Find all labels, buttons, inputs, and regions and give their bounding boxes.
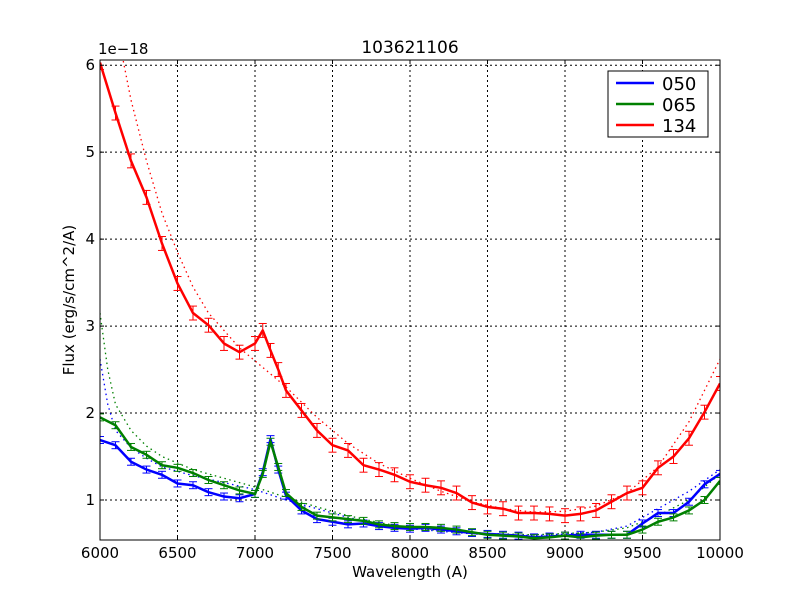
series-line-065 [100,416,720,540]
y-tick-label: 5 [85,143,95,161]
legend-label-065: 065 [662,95,696,116]
x-axis-label: Wavelength (A) [352,563,468,581]
y-tick-label: 2 [85,404,95,422]
x-tick-label: 7500 [313,544,351,562]
legend-label-134: 134 [662,116,696,137]
x-tick-label: 8500 [468,544,506,562]
x-tick-label: 8000 [391,544,429,562]
chart-title: 103621106 [361,38,458,58]
data-series [100,60,720,540]
series-line-134 [100,62,720,517]
x-tick-label: 9000 [546,544,584,562]
series-065 [100,413,720,540]
x-tick-label: 6500 [158,544,196,562]
x-tick-label: 7000 [236,544,274,562]
y-tick-label: 3 [85,317,95,335]
legend-label-050: 050 [662,74,696,95]
model-curves [100,60,720,537]
y-tick-label: 4 [85,230,95,248]
x-tick-label: 6000 [81,544,119,562]
series-134 [100,60,720,524]
y-tick-label: 1 [85,491,95,509]
x-tick-label: 10000 [696,544,744,562]
y-tick-label: 6 [85,56,95,74]
x-tick-label: 9500 [623,544,661,562]
model-curve-065 [100,312,720,536]
ticks: 6000 6500 7000 7500 8000 8500 9000 9500 10000 1 2 3… [81,56,744,562]
model-curve-050 [100,359,720,537]
y-axis-label: Flux (erg/s/cm^2/A) [60,225,78,376]
offset-label: 1e−18 [98,40,148,58]
model-curve-134 [122,60,720,513]
